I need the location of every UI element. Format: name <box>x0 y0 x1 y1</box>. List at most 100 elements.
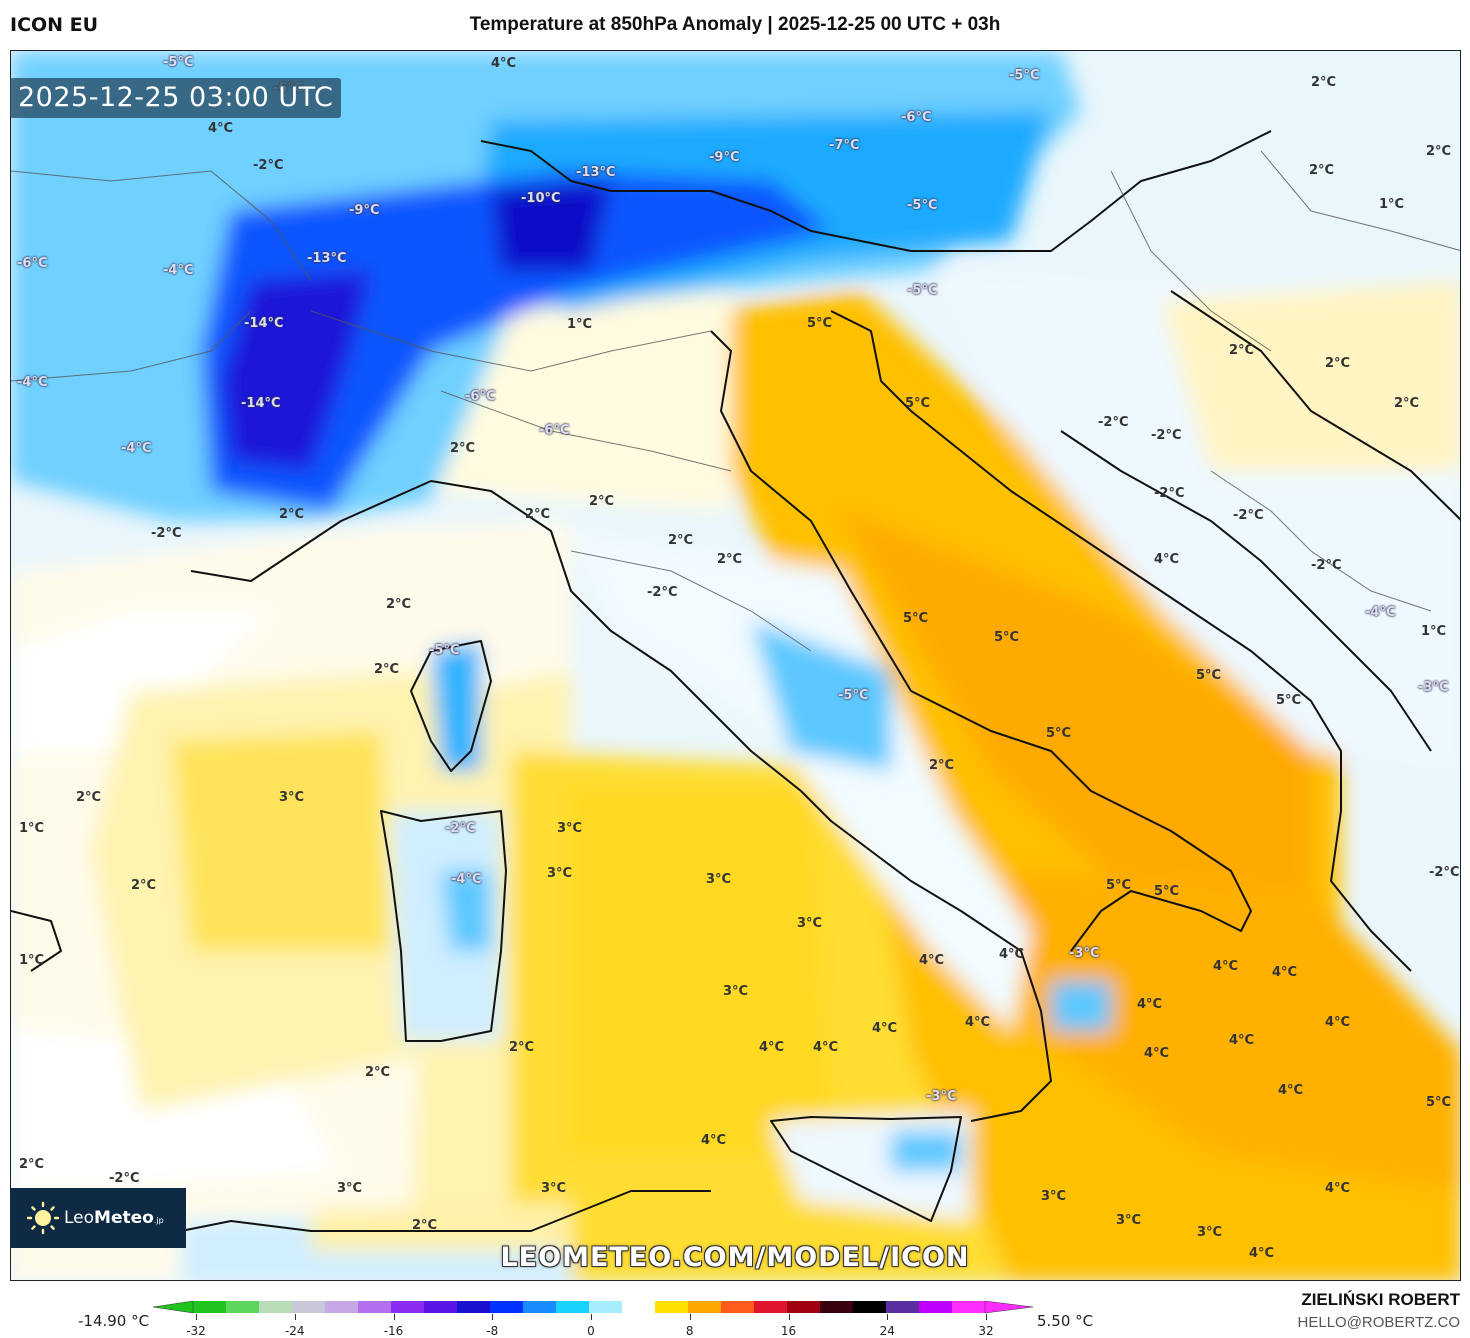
contour-label: -5°C <box>907 198 938 213</box>
contour-label: 3°C <box>279 790 305 805</box>
contour-label: -5°C <box>907 283 938 298</box>
contour-label: 4°C <box>759 1040 785 1055</box>
contour-label: 4°C <box>965 1015 991 1030</box>
contour-label: -3°C <box>1069 946 1100 961</box>
contour-label: 2°C <box>929 758 955 773</box>
contour-label: 2°C <box>668 533 694 548</box>
contour-label: 5°C <box>1154 884 1180 899</box>
colorbar-tick-mark <box>393 1314 395 1320</box>
contour-label: 4°C <box>872 1021 898 1036</box>
contour-label: 2°C <box>1311 75 1337 90</box>
colorbar-tick-label: -8 <box>486 1324 499 1338</box>
colorbar-tick-label: -16 <box>383 1324 404 1338</box>
contour-label: 1°C <box>1379 197 1405 212</box>
contour-label: 5°C <box>903 611 929 626</box>
colorbar-tick-label: 32 <box>978 1324 994 1338</box>
contour-label: -4°C <box>451 872 482 887</box>
contour-label: -4°C <box>121 441 152 456</box>
contour-label: 2°C <box>1309 163 1335 178</box>
colorbar-tick-label: 24 <box>879 1324 895 1338</box>
contour-label: 2°C <box>717 552 743 567</box>
field-min-value: -14.90 °C <box>78 1312 150 1330</box>
colorbar-tick-label: -24 <box>284 1324 305 1338</box>
contour-label: 5°C <box>905 396 931 411</box>
contour-label: 3°C <box>1116 1213 1142 1228</box>
contour-label: 3°C <box>1041 1189 1067 1204</box>
contour-label: -5°C <box>163 55 194 70</box>
colorbar-tick-label: 8 <box>685 1324 694 1338</box>
colorbar-tick-mark <box>788 1314 790 1320</box>
colorbar-tick-mark <box>294 1314 296 1320</box>
website-watermark: LEOMETEO.COM/MODEL/ICON <box>500 1242 970 1273</box>
contour-label: -2°C <box>1429 865 1460 880</box>
contour-label: -3°C <box>926 1089 957 1104</box>
leometeo-logo: LeoMeteo.jp <box>10 1188 186 1248</box>
contour-label: 2°C <box>412 1218 438 1233</box>
contour-label: -5°C <box>1009 68 1040 83</box>
colorbar-tick-mark <box>591 1314 592 1320</box>
contour-label: 1°C <box>19 953 45 968</box>
colorbar-tick-label: 16 <box>780 1324 797 1338</box>
contour-label: -4°C <box>1365 605 1396 620</box>
anomaly-map: -5°C 4°C -6°C 4°C -2°C -9°C -10°C -13°C -9°C -7°C… <box>10 50 1461 1281</box>
contour-label: -4°C <box>163 263 194 278</box>
contour-label: 4°C <box>1229 1033 1255 1048</box>
contour-label: 4°C <box>1144 1046 1170 1061</box>
contour-label: 2°C <box>76 790 102 805</box>
contour-label: 4°C <box>491 56 517 71</box>
contour-label: 2°C <box>509 1040 535 1055</box>
chart-title: Temperature at 850hPa Anomaly | 2025-12-… <box>469 14 1001 35</box>
contour-label: 2°C <box>1325 356 1351 371</box>
contour-label: 4°C <box>701 1133 727 1148</box>
author-email: HELLO@ROBERTZ.CO <box>1297 1314 1460 1331</box>
contour-label: -4°C <box>17 375 48 390</box>
contour-label: 4°C <box>1137 997 1163 1012</box>
contour-label: 3°C <box>797 916 823 931</box>
colorbar-tick-mark <box>492 1314 494 1320</box>
contour-label: -14°C <box>244 316 284 331</box>
contour-label: -2°C <box>647 585 678 600</box>
contour-label: -2°C <box>151 526 182 541</box>
model-name: ICON EU <box>10 14 99 36</box>
contour-label: 1°C <box>1421 624 1447 639</box>
contour-label: -14°C <box>241 396 281 411</box>
contour-label: -5°C <box>429 643 460 658</box>
contour-label: 4°C <box>999 947 1025 962</box>
valid-time-stamp: 2025-12-25 03:00 UTC <box>10 78 342 118</box>
contour-label: 4°C <box>1249 1246 1275 1261</box>
sun-icon <box>26 1201 60 1235</box>
contour-label: 3°C <box>541 1181 567 1196</box>
colorbar-tick-mark <box>887 1314 889 1320</box>
contour-label: 2°C <box>386 597 412 612</box>
contour-label: 2°C <box>525 507 551 522</box>
contour-label: 5°C <box>1276 693 1302 708</box>
logo-text: LeoMeteo.jp <box>64 1208 164 1228</box>
contour-label: 3°C <box>706 872 732 887</box>
contour-label: 2°C <box>1426 144 1452 159</box>
contour-label: 2°C <box>279 507 305 522</box>
contour-label: -2°C <box>1233 508 1264 523</box>
contour-label: -9°C <box>349 203 380 218</box>
colorbar-tick-mark <box>689 1314 691 1320</box>
contour-label: 2°C <box>19 1157 45 1172</box>
contour-label: -2°C <box>253 158 284 173</box>
contour-label: 4°C <box>1278 1083 1304 1098</box>
contour-label: 5°C <box>1426 1095 1452 1110</box>
contour-label: -13°C <box>307 251 347 266</box>
contour-label: -9°C <box>709 150 740 165</box>
author-name: ZIELIŃSKI ROBERT <box>1301 1290 1460 1309</box>
contour-label: 4°C <box>1154 552 1180 567</box>
contour-label: -6°C <box>17 256 48 271</box>
contour-label: 1°C <box>19 821 45 836</box>
contour-label: 4°C <box>208 121 234 136</box>
contour-label: -2°C <box>445 821 476 836</box>
contour-label: 2°C <box>374 662 400 677</box>
contour-label: 5°C <box>807 316 833 331</box>
contour-label: 2°C <box>1229 343 1255 358</box>
colorbar-tick-label: -32 <box>186 1324 206 1338</box>
contour-label: -6°C <box>465 389 496 404</box>
contour-label: 2°C <box>131 878 157 893</box>
contour-label: 2°C <box>1394 396 1420 411</box>
contour-label: -13°C <box>576 165 616 180</box>
contour-label: -2°C <box>1151 428 1182 443</box>
